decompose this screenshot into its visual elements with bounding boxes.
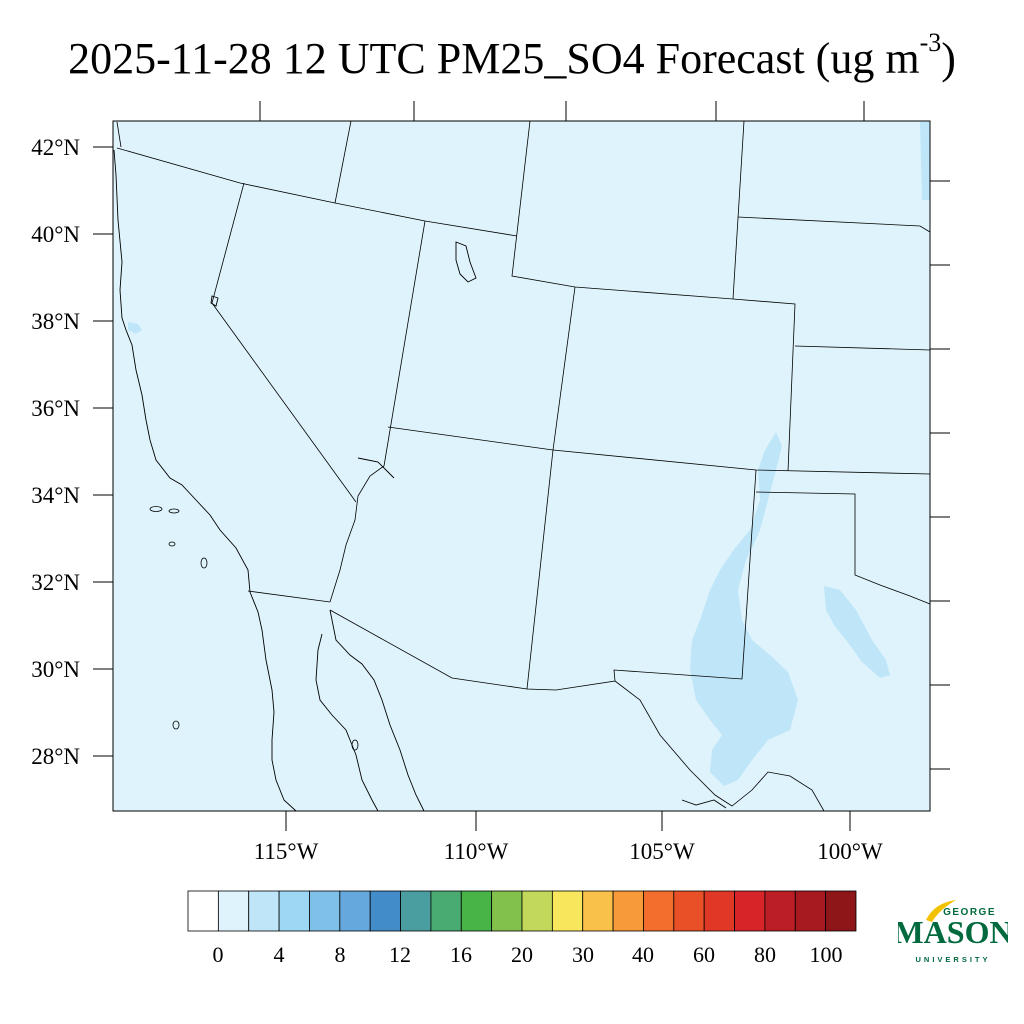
colorbar-swatch-11: [521, 890, 553, 932]
colorbar-label-4: 4: [274, 942, 285, 967]
map-frame: [112, 120, 931, 812]
boundary-colorado: [552, 286, 796, 472]
colorbar-swatch-19: [764, 890, 796, 932]
colorbar-swatch-8: [430, 890, 462, 932]
boundary-nebraska-kansas: [737, 216, 931, 351]
colorbar-swatch-12: [551, 890, 584, 932]
colorbar-label-0: 0: [213, 942, 224, 967]
colorbar-swatch-3: [278, 890, 310, 932]
colorbar-swatch-7: [400, 890, 432, 932]
colorbar-swatch-20: [794, 890, 827, 932]
contour-region-east-new-mexico: [690, 432, 798, 786]
boundary-idaho-wyoming-west: [334, 120, 352, 204]
lat-label-34: 34°N: [31, 483, 80, 508]
coast-sonora: [329, 609, 425, 812]
colorbar-label-80: 80: [754, 942, 776, 967]
colorbar-swatch-2: [248, 890, 280, 932]
colorbar-swatch-13: [582, 890, 614, 932]
island-2: [168, 508, 180, 514]
lakes: [210, 241, 477, 479]
title-text: 2025-11-28 12 UTC PM25_SO4 Forecast (ug …: [68, 34, 920, 83]
coast-texas-gulf: [681, 799, 727, 809]
map-background: [113, 121, 930, 811]
lake-tahoe: [210, 295, 219, 307]
island-5: [172, 720, 180, 730]
lon-label-105: 105°W: [629, 839, 695, 864]
colorbar-label-12: 12: [389, 942, 411, 967]
gmu-logo: GEORGE MASON UNIVERSITY: [898, 900, 1008, 964]
colorbar-swatch-6: [369, 890, 401, 932]
colorbar-swatch-21: [825, 890, 857, 932]
colorbar-swatch-16: [673, 890, 705, 932]
colorbar-label-8: 8: [335, 942, 346, 967]
top-ticks: [259, 101, 865, 121]
island-1: [149, 506, 163, 512]
lat-label-32: 32°N: [31, 570, 80, 595]
logo-swoosh: [926, 900, 956, 922]
great-salt-lake: [455, 241, 477, 283]
colorbar-swatch-4: [309, 890, 341, 932]
island-4: [200, 557, 208, 569]
lat-label-28: 28°N: [31, 744, 80, 769]
state-boundaries: [116, 120, 931, 812]
boundary-oregon-idaho: [116, 121, 122, 148]
boundary-four-corners-row: [387, 426, 931, 475]
colorbar-swatch-0: [187, 890, 219, 932]
left-ticks: [93, 146, 113, 757]
map-title: 2025-11-28 12 UTC PM25_SO4 Forecast (ug …: [0, 28, 1024, 84]
colorbar-swatch-10: [491, 890, 523, 932]
colorbar: [187, 890, 857, 932]
longitude-labels: 115°W 110°W 105°W 100°W: [254, 839, 883, 864]
colorbar-label-60: 60: [693, 942, 715, 967]
colorbar-label-30: 30: [572, 942, 594, 967]
colorbar-swatch-5: [339, 890, 371, 932]
island-3: [168, 541, 176, 547]
lon-label-100: 100°W: [817, 839, 883, 864]
lake-mead: [357, 457, 395, 479]
boundary-california-nevada: [211, 182, 357, 503]
lon-label-115: 115°W: [254, 839, 319, 864]
coast-baja-gulf: [315, 633, 379, 812]
coastlines: [113, 149, 727, 812]
lon-label-110: 110°W: [444, 839, 509, 864]
contour-region-bay-area: [128, 322, 142, 334]
colorbar-swatch-9: [460, 890, 493, 932]
logo-main-text: MASON: [898, 914, 1008, 950]
lat-label-40: 40°N: [31, 222, 80, 247]
colorbar-label-16: 16: [450, 942, 472, 967]
colorbar-label-20: 20: [511, 942, 533, 967]
lat-label-42: 42°N: [31, 135, 80, 160]
island-6: [351, 739, 359, 751]
lat-label-38: 38°N: [31, 309, 80, 334]
latitude-labels: 42°N 40°N 38°N 36°N 34°N 32°N 30°N 28°N: [31, 135, 80, 769]
boundary-rio-grande: [614, 680, 825, 812]
concentration-contours: [128, 122, 930, 786]
boundary-oklahoma-texas: [755, 491, 931, 605]
logo-top-text: GEORGE: [943, 907, 996, 918]
colorbar-label-100: 100: [810, 942, 843, 967]
colorbar-swatch-1: [217, 890, 250, 932]
axis-ticks: [93, 101, 950, 831]
logo-bottom-text: UNIVERSITY: [915, 955, 990, 964]
contour-region-northeast-edge: [920, 122, 930, 200]
title-exponent: -3: [919, 28, 942, 57]
lat-label-30: 30°N: [31, 657, 80, 682]
boundary-mexico-arizona: [247, 590, 528, 690]
colorbar-swatch-15: [643, 890, 675, 932]
bottom-ticks: [285, 811, 851, 831]
islands: [149, 506, 359, 751]
boundary-nevada-arizona-river: [329, 465, 385, 603]
colorbar-labels: 0 4 8 12 16 20 30 40 60 80 100: [213, 942, 843, 967]
right-ticks: [930, 180, 950, 770]
colorbar-swatch-14: [612, 890, 644, 932]
coast-california: [113, 149, 297, 812]
title-close: ): [941, 34, 956, 83]
colorbar-swatch-17: [703, 890, 735, 932]
contour-region-west-texas: [824, 586, 890, 678]
boundary-nevada-utah: [383, 220, 426, 467]
lat-label-36: 36°N: [31, 396, 80, 421]
colorbar-swatch-18: [734, 890, 766, 932]
colorbar-label-40: 40: [632, 942, 654, 967]
